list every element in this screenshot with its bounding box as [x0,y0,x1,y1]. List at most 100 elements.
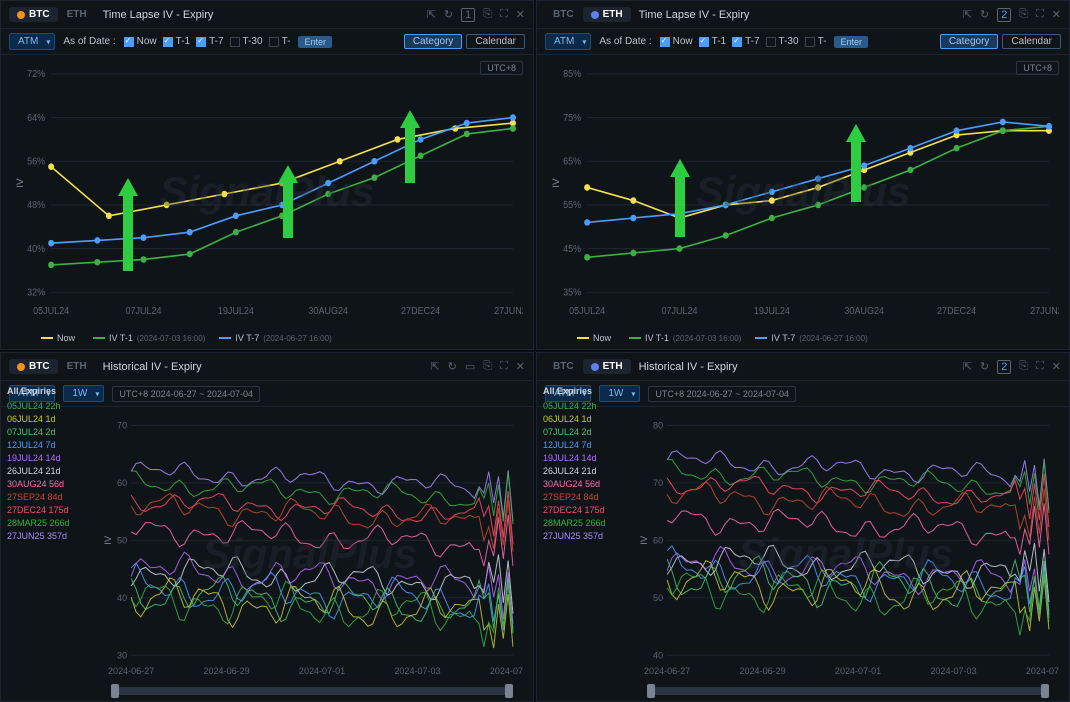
expiry-item[interactable]: 27JUN25 357d [7,530,70,543]
legend-item[interactable]: Now [41,333,79,343]
legend-item[interactable]: IV T-1 (2024-07-03 16:00) [93,333,205,343]
svg-text:05JUL24: 05JUL24 [33,305,69,316]
fullscreen-icon[interactable]: ⛶ [500,8,508,22]
coin-button-eth[interactable]: ETH [59,359,95,374]
expiry-item[interactable]: 28MAR25 266d [7,517,70,530]
fullscreen-icon[interactable]: ⛶ [500,360,508,373]
expiry-item[interactable]: 27DEC24 175d [7,504,70,517]
checkbox-T-7[interactable]: T-7 [196,36,223,47]
slider-handle-right[interactable] [505,684,513,698]
expiry-item[interactable]: 27SEP24 84d [543,491,606,504]
expiry-legend: All Expiries05JUL24 22h06JUL24 1d07JUL24… [543,385,606,543]
copy-icon[interactable]: ⎘ [1019,360,1028,374]
checkbox-Now[interactable]: Now [124,36,157,47]
checkbox-T-[interactable]: T- [269,36,291,47]
expiry-item[interactable]: 28MAR25 266d [543,517,606,530]
legend-item[interactable]: IV T-7 (2024-06-27 16:00) [755,333,867,343]
checkbox-T-30[interactable]: T-30 [230,36,263,47]
number-badge[interactable]: 2 [997,8,1011,22]
refresh-icon[interactable]: ↻ [444,8,453,22]
coin-button-eth[interactable]: ETH [583,7,631,22]
expiry-item[interactable]: 07JUL24 2d [7,426,70,439]
expiry-item[interactable]: 27DEC24 175d [543,504,606,517]
share-icon[interactable]: ⇱ [427,8,436,22]
slider-handle-right[interactable] [1041,684,1049,698]
enter-badge[interactable]: Enter [834,36,868,48]
expiry-item[interactable]: 19JUL24 14d [543,452,606,465]
refresh-icon[interactable]: ↻ [980,8,989,22]
atm-dropdown[interactable]: ATM [545,33,591,50]
legend-label: IV T-1 [645,333,669,343]
calendar-button[interactable]: Calendar [466,34,525,49]
time-slider[interactable] [111,687,513,695]
close-icon[interactable]: ✕ [516,360,525,373]
expiry-item[interactable]: 12JUL24 7d [7,439,70,452]
checkbox-T-[interactable]: T- [805,36,827,47]
legend-label: Now [57,333,75,343]
legend-item[interactable]: IV T-1 (2024-07-03 16:00) [629,333,741,343]
svg-text:2024-06-29: 2024-06-29 [203,666,249,676]
coin-button-eth[interactable]: ETH [59,7,95,22]
legend-swatch [219,337,231,339]
checkbox-T-1[interactable]: T-1 [163,36,190,47]
legend-item[interactable]: IV T-7 (2024-06-27 16:00) [219,333,331,343]
category-button[interactable]: Category [940,34,999,49]
coin-button-btc[interactable]: BTC [9,7,58,22]
enter-badge[interactable]: Enter [298,36,332,48]
expiry-item[interactable]: 19JUL24 14d [7,452,70,465]
expiry-item[interactable]: 27JUN25 357d [543,530,606,543]
slider-handle-left[interactable] [647,684,655,698]
checkbox-T-1[interactable]: T-1 [699,36,726,47]
checkbox-T-7[interactable]: T-7 [732,36,759,47]
category-button[interactable]: Category [404,34,463,49]
expiry-item[interactable]: 07JUL24 2d [543,426,606,439]
expiry-item[interactable]: 26JUL24 21d [7,465,70,478]
coin-button-btc[interactable]: BTC [9,359,58,374]
share-icon[interactable]: ⇱ [963,8,972,22]
extra-icon[interactable]: ▭ [465,360,475,373]
expiry-item[interactable]: 26JUL24 21d [543,465,606,478]
coin-button-btc[interactable]: BTC [545,359,582,374]
expiry-label: 06JUL24 1d [543,413,592,426]
share-icon[interactable]: ⇱ [430,360,439,373]
svg-text:30AUG24: 30AUG24 [308,305,348,316]
close-icon[interactable]: ✕ [1052,360,1061,374]
legend-item[interactable]: Now [577,333,615,343]
slider-handle-left[interactable] [111,684,119,698]
checkbox-box [732,37,742,47]
close-icon[interactable]: ✕ [516,8,525,22]
share-icon[interactable]: ⇱ [963,360,972,374]
copy-icon[interactable]: ⎘ [1019,8,1028,22]
expiry-label: 26JUL24 21d [543,465,597,478]
close-icon[interactable]: ✕ [1052,8,1061,22]
fullscreen-icon[interactable]: ⛶ [1036,8,1044,22]
number-badge[interactable]: 2 [997,360,1011,374]
checkbox-box [196,37,206,47]
expiry-item[interactable]: 06JUL24 1d [543,413,606,426]
checkbox-T-30[interactable]: T-30 [766,36,799,47]
atm-dropdown[interactable]: ATM [9,33,55,50]
coin-label-btc: BTC [29,9,50,20]
panel-header: BTC ETH Time Lapse IV - Expiry ⇱ ↻ 1 ⎘ ⛶… [1,1,533,29]
expiry-item[interactable]: 05JUL24 22h [543,400,606,413]
expiry-item[interactable]: 06JUL24 1d [7,413,70,426]
arrow-up-icon [846,124,866,142]
expiry-item[interactable]: 30AUG24 56d [543,478,606,491]
refresh-icon[interactable]: ↻ [980,360,989,374]
number-badge[interactable]: 1 [461,8,475,22]
coin-button-btc[interactable]: BTC [545,7,582,22]
expiry-item[interactable]: 30AUG24 56d [7,478,70,491]
calendar-button[interactable]: Calendar [1002,34,1061,49]
fullscreen-icon[interactable]: ⛶ [1036,360,1044,374]
expiry-item[interactable]: 05JUL24 22h [7,400,70,413]
coin-button-eth[interactable]: ETH [583,359,631,374]
copy-icon[interactable]: ⎘ [483,8,492,22]
refresh-icon[interactable]: ↻ [448,360,457,373]
expiry-item[interactable]: 12JUL24 7d [543,439,606,452]
expiry-item[interactable]: 27SEP24 84d [7,491,70,504]
arrow-up-icon [278,165,298,183]
copy-icon[interactable]: ⎘ [483,360,492,373]
timelapse-chart-svg: 32%40%48%56%64%72%05JUL2407JUL2419JUL243… [11,63,523,325]
time-slider[interactable] [647,687,1049,695]
checkbox-Now[interactable]: Now [660,36,693,47]
